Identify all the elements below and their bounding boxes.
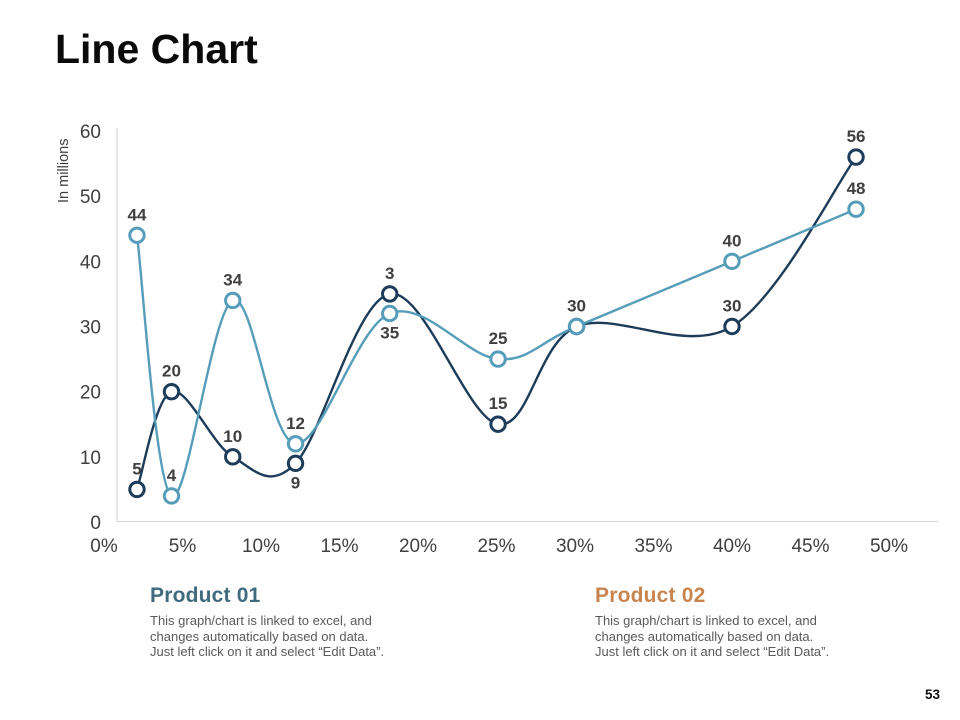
legend-product-02-text-line: This graph/chart is linked to excel, and <box>595 613 817 628</box>
y-tick-label: 50 <box>80 187 101 208</box>
x-tick-label: 40% <box>713 536 751 557</box>
x-tick-label: 5% <box>169 536 197 557</box>
legend-product-01-text-line: Just left click on it and select “Edit D… <box>150 644 385 660</box>
data-label: 30 <box>723 296 742 315</box>
data-point-marker <box>847 148 865 166</box>
data-label: 20 <box>162 362 181 381</box>
y-tick-label: 0 <box>90 513 101 534</box>
data-point-marker <box>723 252 741 271</box>
y-tick-label: 20 <box>80 383 101 404</box>
data-label: 25 <box>489 329 508 348</box>
data-label: 48 <box>847 179 866 198</box>
data-point-marker <box>128 226 146 244</box>
data-point-marker <box>128 480 146 499</box>
data-label: 34 <box>223 270 242 289</box>
data-label: 12 <box>286 414 305 433</box>
legend-product-01: Product 01 This graph/chart is linked to… <box>150 584 490 660</box>
data-label: 9 <box>291 473 300 492</box>
x-tick-label: 50% <box>870 536 908 557</box>
data-point-marker <box>286 435 305 453</box>
y-axis-title: In millions <box>56 139 72 203</box>
legend-product-02: Product 02 This graph/chart is linked to… <box>595 584 935 660</box>
data-label: 44 <box>128 205 147 224</box>
x-tick-label: 10% <box>242 536 280 557</box>
legend-product-02-text-line: changes automatically based on data. <box>595 628 814 644</box>
page-number: 53 <box>924 687 940 702</box>
data-label: 30 <box>567 296 586 315</box>
data-point-marker <box>847 200 865 218</box>
y-tick-label: 40 <box>80 252 101 273</box>
x-tick-label: 20% <box>399 536 437 557</box>
data-label: 10 <box>223 427 242 446</box>
legend-product-02-title: Product 02 <box>595 584 706 607</box>
data-point-marker <box>381 285 399 303</box>
data-point-marker <box>286 454 305 473</box>
data-label: 56 <box>847 127 866 146</box>
data-point-marker <box>162 487 181 505</box>
data-label: 35 <box>380 323 399 342</box>
data-point-marker <box>489 350 507 368</box>
legend-product-01-text-line: changes automatically based on data. <box>150 628 369 644</box>
data-label: 3 <box>385 264 394 283</box>
legend-product-01-text-line: This graph/chart is linked to excel, and <box>150 613 372 628</box>
x-tick-label: 0% <box>90 536 118 557</box>
data-point-marker <box>162 382 181 401</box>
y-tick-label: 10 <box>80 448 101 469</box>
y-tick-label: 60 <box>80 122 101 143</box>
legend-product-01-title: Product 01 <box>150 584 261 607</box>
x-tick-label: 35% <box>634 536 672 557</box>
series-line-product-01 <box>135 155 858 491</box>
data-point-marker <box>381 304 399 323</box>
data-point-marker <box>224 448 242 466</box>
data-label: 5 <box>132 459 141 478</box>
page-title: Line Chart <box>55 26 258 72</box>
data-point-marker <box>489 415 507 433</box>
data-point-marker <box>723 317 741 336</box>
x-tick-label: 25% <box>477 536 515 557</box>
data-label: 4 <box>167 466 177 485</box>
x-tick-label: 30% <box>556 536 594 557</box>
data-label: 40 <box>723 231 742 250</box>
y-tick-label: 30 <box>80 317 101 338</box>
data-point-marker <box>224 291 242 310</box>
x-tick-label: 15% <box>320 536 358 557</box>
x-tick-label: 45% <box>791 536 829 557</box>
data-point-marker <box>567 317 586 336</box>
data-label: 15 <box>489 394 508 413</box>
legend-product-02-text-line: Just left click on it and select “Edit D… <box>595 644 830 660</box>
